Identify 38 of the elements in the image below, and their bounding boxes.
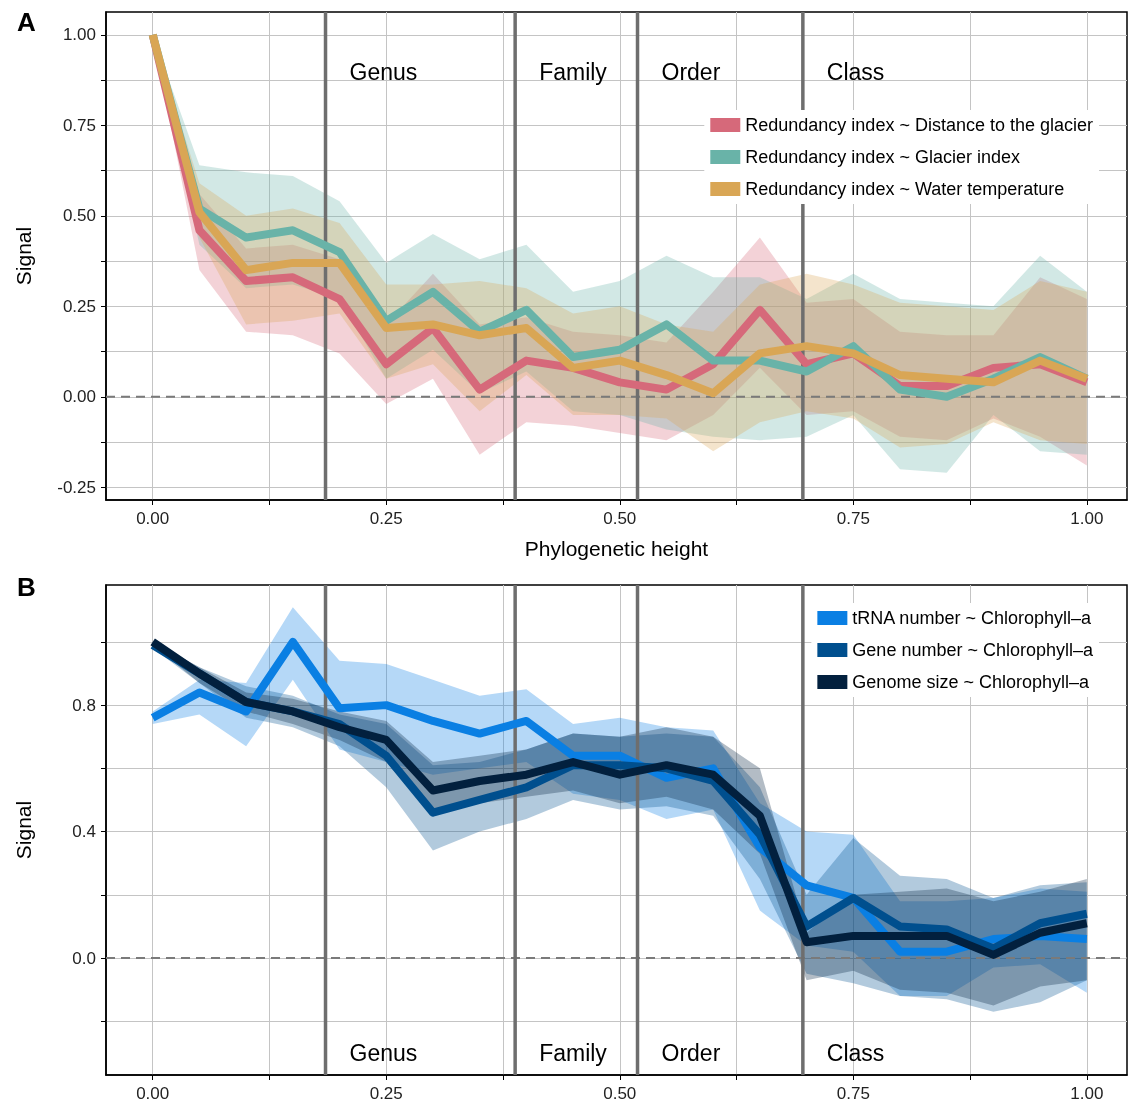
legend-label: tRNA number ~ Chlorophyll–a: [852, 608, 1092, 628]
ref-line-label: Class: [826, 59, 885, 85]
x-tick-label: 0.00: [136, 509, 170, 528]
x-tick-label: 1.00: [1070, 509, 1104, 528]
y-tick-label: 0.00: [62, 387, 96, 407]
ref-line-label: Family: [539, 59, 608, 85]
y-axis-title: Signal: [12, 226, 35, 286]
x-tick-label: 0.75: [836, 1084, 870, 1103]
chart-title: B: [17, 572, 36, 602]
x-tick-label: 0.50: [603, 509, 637, 528]
x-axis-title: Phylogenetic height: [524, 537, 709, 560]
ref-line-label: Family: [539, 1040, 608, 1066]
x-tick-label: 1.00: [1070, 1084, 1104, 1103]
y-axis-title: Signal: [12, 800, 35, 860]
ref-line-label: Order: [661, 59, 721, 85]
y-tick-label: 0.4: [72, 822, 96, 842]
y-tick-label: 0.50: [62, 206, 96, 226]
y-tick-label: 0.0: [72, 948, 96, 968]
y-tick-label: 0.25: [62, 296, 96, 316]
legend-label: Redundancy index ~ Distance to the glacier: [745, 115, 1094, 135]
y-tick-label: 0.8: [72, 695, 96, 715]
legend-label: Gene number ~ Chlorophyll–a: [852, 640, 1094, 660]
legend-label: Redundancy index ~ Glacier index: [745, 147, 1020, 167]
x-tick-label: 0.25: [369, 509, 403, 528]
x-tick-label: 0.75: [836, 509, 870, 528]
ref-line-label: Class: [826, 1040, 885, 1066]
x-tick-label: 0.00: [136, 1084, 170, 1103]
x-tick-label: 0.25: [369, 1084, 403, 1103]
y-tick-label: 0.75: [62, 115, 96, 135]
ref-line-label: Genus: [349, 1040, 418, 1066]
legend-label: Genome size ~ Chlorophyll–a: [852, 672, 1090, 692]
chart-title: A: [17, 7, 36, 37]
ref-line-label: Order: [661, 1040, 721, 1066]
y-tick-label: 1.00: [62, 25, 96, 45]
ref-line-label: Genus: [349, 59, 418, 85]
y-tick-label: -0.25: [57, 477, 96, 497]
legend-label: Redundancy index ~ Water temperature: [745, 179, 1065, 199]
x-tick-label: 0.50: [603, 1084, 637, 1103]
